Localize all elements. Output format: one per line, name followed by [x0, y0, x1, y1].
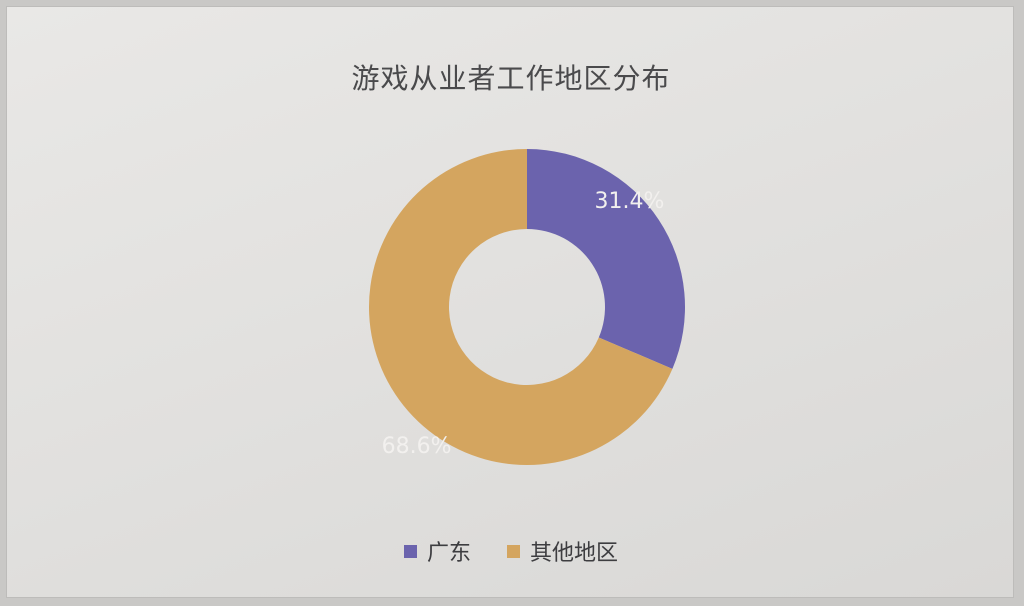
legend-label-guangdong: 广东	[426, 541, 471, 566]
donut-slice-other-regions	[368, 149, 673, 466]
legend-label-other-regions: 其他地区	[530, 541, 619, 566]
data-label-other-regions: 68.6%	[382, 434, 452, 459]
chart-card: 游戏从业者工作地区分布 31.4% 68.6% 广东 其他地区	[6, 6, 1014, 598]
legend-swatch-guangdong	[403, 544, 417, 558]
legend-swatch-other-regions	[507, 544, 520, 558]
legend: 广东 其他地区	[7, 535, 1015, 567]
donut-slice-guangdong	[527, 149, 685, 369]
donut-chart: 31.4% 68.6%	[368, 149, 685, 466]
chart-title: 游戏从业者工作地区分布	[351, 62, 671, 95]
data-label-guangdong: 31.4%	[594, 189, 664, 214]
legend-item-guangdong: 广东	[403, 535, 471, 567]
legend-item-other-regions: 其他地区	[507, 535, 618, 567]
